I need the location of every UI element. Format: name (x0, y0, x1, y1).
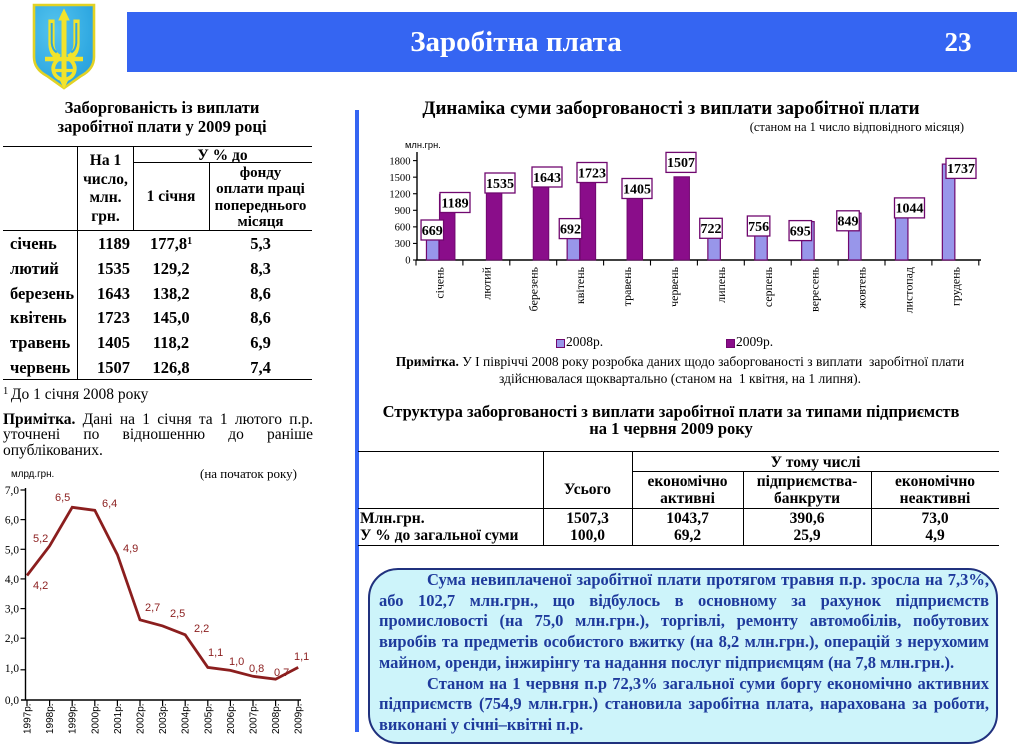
svg-text:7,0: 7,0 (5, 485, 19, 497)
svg-text:1,0: 1,0 (229, 656, 244, 668)
svg-text:695: 695 (790, 224, 811, 239)
svg-text:2,7: 2,7 (145, 602, 160, 614)
svg-text:червень: червень (667, 266, 681, 306)
svg-text:2005р.: 2005р. (203, 703, 214, 734)
svg-text:1998р.: 1998р. (45, 703, 56, 734)
svg-text:0,8: 0,8 (249, 663, 264, 675)
svg-text:1,0: 1,0 (5, 663, 19, 675)
svg-text:3,0: 3,0 (5, 604, 19, 616)
svg-text:5,2: 5,2 (33, 533, 48, 545)
svg-text:6,0: 6,0 (5, 515, 19, 527)
svg-text:серпень: серпень (761, 266, 775, 307)
svg-text:0: 0 (405, 256, 410, 267)
svg-text:грудень: грудень (948, 266, 962, 306)
svg-text:6,4: 6,4 (102, 498, 117, 510)
svg-text:300: 300 (395, 239, 411, 250)
svg-text:січень: січень (432, 266, 446, 298)
svg-text:2,5: 2,5 (170, 608, 185, 620)
svg-text:2006р.: 2006р. (226, 703, 237, 734)
svg-text:травень: травень (620, 266, 634, 306)
svg-text:квітень: квітень (573, 266, 587, 304)
svg-text:600: 600 (395, 223, 411, 234)
svg-text:2004р.: 2004р. (181, 703, 192, 734)
svg-text:2007р.: 2007р. (249, 703, 260, 734)
svg-text:1189: 1189 (441, 196, 468, 211)
svg-text:1500: 1500 (389, 173, 410, 184)
svg-text:2008р.: 2008р. (271, 703, 282, 734)
svg-text:1044: 1044 (896, 202, 924, 217)
svg-text:1,1: 1,1 (294, 651, 309, 663)
svg-text:1,1: 1,1 (208, 647, 223, 659)
svg-text:1535: 1535 (486, 177, 514, 192)
svg-text:листопад: листопад (901, 267, 915, 313)
svg-text:2009р.: 2009р. (294, 703, 305, 734)
svg-text:1999р.: 1999р. (68, 703, 79, 734)
svg-text:2001р.: 2001р. (113, 703, 124, 734)
svg-text:722: 722 (701, 222, 722, 237)
svg-text:лютий: лютий (479, 266, 493, 299)
svg-text:692: 692 (560, 222, 581, 237)
svg-text:5,0: 5,0 (5, 544, 19, 556)
svg-text:1723: 1723 (578, 166, 606, 181)
svg-text:1643: 1643 (533, 171, 561, 186)
svg-text:4,2: 4,2 (33, 580, 48, 592)
svg-text:вересень: вересень (808, 266, 822, 311)
svg-text:1997р.: 1997р. (23, 703, 34, 734)
svg-text:березень: березень (526, 266, 540, 311)
svg-text:0,0: 0,0 (5, 695, 19, 707)
svg-text:липень: липень (714, 266, 728, 302)
svg-text:млрд.грн.: млрд.грн. (11, 469, 54, 480)
svg-text:1800: 1800 (389, 156, 410, 167)
svg-text:4,0: 4,0 (5, 574, 19, 586)
svg-text:6,5: 6,5 (55, 492, 70, 504)
svg-text:1405: 1405 (623, 182, 651, 197)
svg-text:(на початок року): (на початок року) (200, 466, 297, 481)
svg-text:1507: 1507 (667, 156, 695, 171)
svg-text:жовтень: жовтень (855, 266, 869, 309)
svg-text:2000р.: 2000р. (90, 703, 101, 734)
svg-text:2002р.: 2002р. (136, 703, 147, 734)
svg-text:4,9: 4,9 (123, 543, 138, 555)
svg-text:2,2: 2,2 (194, 623, 209, 635)
svg-text:1737: 1737 (947, 162, 975, 177)
svg-text:900: 900 (395, 206, 411, 217)
svg-text:849: 849 (838, 215, 859, 230)
svg-text:669: 669 (422, 224, 443, 239)
svg-text:0,7: 0,7 (274, 667, 289, 679)
svg-text:млн.грн.: млн.грн. (405, 140, 441, 150)
svg-text:1200: 1200 (389, 189, 410, 200)
svg-text:2003р.: 2003р. (158, 703, 169, 734)
svg-text:756: 756 (748, 220, 769, 235)
svg-text:2,0: 2,0 (5, 633, 19, 645)
